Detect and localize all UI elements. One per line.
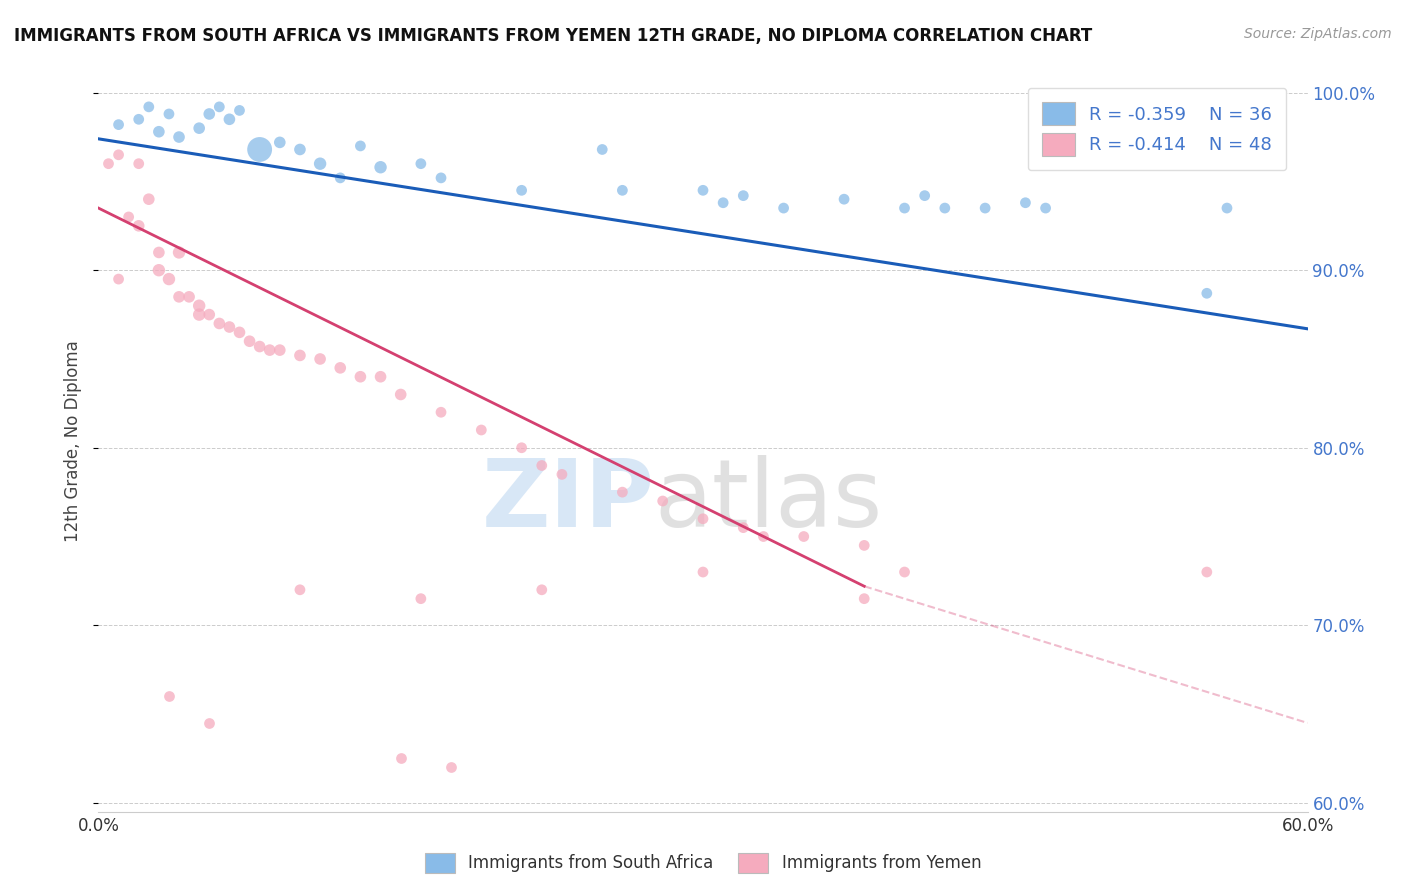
Point xyxy=(288,348,311,362)
Point xyxy=(269,136,291,150)
Legend: Immigrants from South Africa, Immigrants from Yemen: Immigrants from South Africa, Immigrants… xyxy=(418,847,988,880)
Y-axis label: 12th Grade, No Diploma: 12th Grade, No Diploma xyxy=(65,341,83,542)
Point xyxy=(389,387,412,401)
Point xyxy=(612,183,634,197)
Point xyxy=(97,157,120,171)
Point xyxy=(118,210,141,224)
Point xyxy=(711,195,734,210)
Point xyxy=(551,467,574,482)
Point xyxy=(107,148,129,162)
Point xyxy=(188,308,211,322)
Point xyxy=(309,157,332,171)
Point xyxy=(198,715,221,730)
Point xyxy=(349,369,371,384)
Point xyxy=(239,334,262,349)
Point xyxy=(157,690,180,704)
Point xyxy=(107,272,129,286)
Point xyxy=(692,183,714,197)
Point xyxy=(1216,201,1239,215)
Point xyxy=(1035,201,1057,215)
Point xyxy=(157,107,180,121)
Point xyxy=(157,272,180,286)
Text: IMMIGRANTS FROM SOUTH AFRICA VS IMMIGRANTS FROM YEMEN 12TH GRADE, NO DIPLOMA COR: IMMIGRANTS FROM SOUTH AFRICA VS IMMIGRAN… xyxy=(14,27,1092,45)
Point xyxy=(530,582,553,597)
Point xyxy=(409,591,432,606)
Point xyxy=(188,121,211,136)
Point xyxy=(128,112,150,127)
Point xyxy=(349,139,371,153)
Point xyxy=(107,118,129,132)
Point xyxy=(832,192,855,206)
Point xyxy=(198,107,221,121)
Point xyxy=(510,441,533,455)
Point xyxy=(148,125,170,139)
Point xyxy=(430,170,453,185)
Point xyxy=(179,290,201,304)
Point xyxy=(470,423,492,437)
Point xyxy=(288,143,311,157)
Point xyxy=(329,170,352,185)
Point xyxy=(893,565,915,579)
Point xyxy=(733,188,755,202)
Point xyxy=(249,143,271,157)
Point xyxy=(934,201,956,215)
Point xyxy=(309,351,332,366)
Point xyxy=(370,369,392,384)
Text: ZIP: ZIP xyxy=(482,455,655,547)
Point xyxy=(167,290,190,304)
Point xyxy=(530,458,553,473)
Point xyxy=(1195,286,1218,301)
Point xyxy=(228,326,250,340)
Point xyxy=(167,245,190,260)
Point xyxy=(269,343,291,357)
Point xyxy=(651,494,673,508)
Point xyxy=(692,565,714,579)
Point xyxy=(138,192,160,206)
Point xyxy=(148,263,170,277)
Point xyxy=(128,219,150,233)
Point xyxy=(329,360,352,375)
Point xyxy=(249,340,271,354)
Point xyxy=(208,317,231,331)
Text: Source: ZipAtlas.com: Source: ZipAtlas.com xyxy=(1244,27,1392,41)
Point xyxy=(893,201,915,215)
Point xyxy=(259,343,281,357)
Point xyxy=(228,103,250,118)
Point xyxy=(218,112,240,127)
Point xyxy=(591,143,613,157)
Point xyxy=(167,130,190,145)
Point xyxy=(198,308,221,322)
Point xyxy=(440,760,463,774)
Point xyxy=(510,183,533,197)
Point xyxy=(733,521,755,535)
Legend: R = -0.359    N = 36, R = -0.414    N = 48: R = -0.359 N = 36, R = -0.414 N = 48 xyxy=(1028,87,1286,170)
Point xyxy=(692,512,714,526)
Point xyxy=(1195,565,1218,579)
Point xyxy=(409,157,432,171)
Point xyxy=(914,188,936,202)
Point xyxy=(148,245,170,260)
Point xyxy=(853,538,876,552)
Point xyxy=(853,591,876,606)
Point xyxy=(430,405,453,419)
Point xyxy=(128,157,150,171)
Point xyxy=(138,100,160,114)
Point xyxy=(793,529,815,543)
Point xyxy=(389,751,412,765)
Point xyxy=(1014,195,1036,210)
Point xyxy=(288,582,311,597)
Point xyxy=(370,160,392,174)
Point xyxy=(208,100,231,114)
Point xyxy=(974,201,997,215)
Point xyxy=(772,201,794,215)
Point xyxy=(188,299,211,313)
Point xyxy=(752,529,775,543)
Point xyxy=(218,320,240,334)
Text: atlas: atlas xyxy=(655,455,883,547)
Point xyxy=(612,485,634,500)
